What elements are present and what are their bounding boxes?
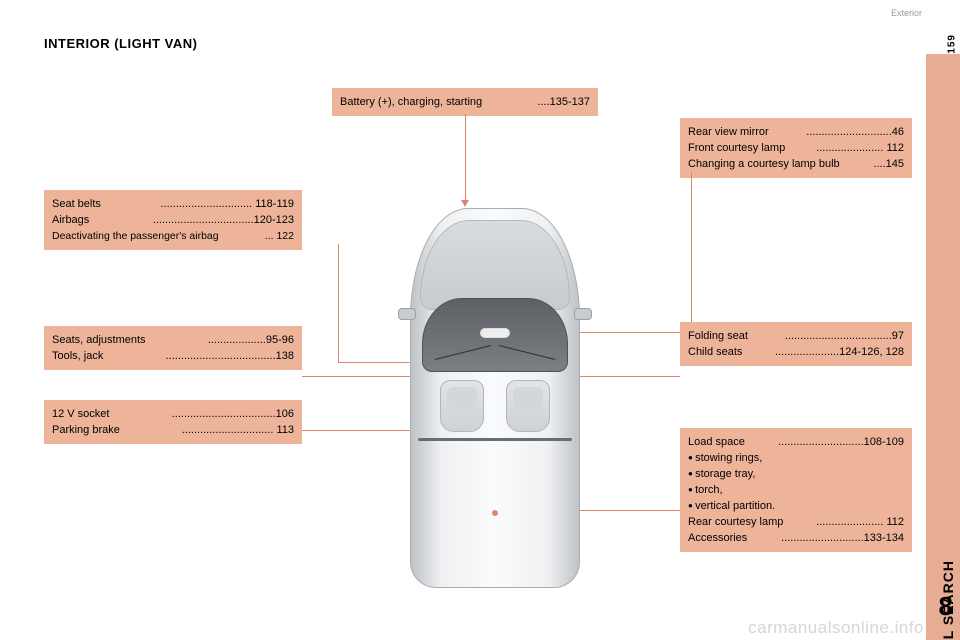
page-number-top: 159 bbox=[947, 34, 958, 54]
leader bbox=[691, 172, 692, 332]
callout-folding: Folding seat............................… bbox=[680, 322, 912, 366]
label: Tools, jack bbox=[52, 348, 103, 364]
label: Airbags bbox=[52, 212, 89, 228]
bullet: torch, bbox=[688, 482, 904, 498]
label: Seat belts bbox=[52, 196, 101, 212]
van-courtesy-lamp bbox=[480, 328, 510, 338]
van-hood bbox=[420, 220, 570, 310]
pages: ...................95-96 bbox=[208, 332, 294, 348]
label: Rear courtesy lamp bbox=[688, 514, 783, 530]
van-seat-passenger bbox=[506, 380, 550, 432]
label: Seats, adjustments bbox=[52, 332, 146, 348]
pages: ... 122 bbox=[265, 228, 294, 244]
callout-load: Load space ............................10… bbox=[680, 428, 912, 552]
callout-socket: 12 V socket.............................… bbox=[44, 400, 302, 444]
header-category: Exterior bbox=[891, 8, 922, 18]
label: Rear view mirror bbox=[688, 124, 769, 140]
van-cargo-marker bbox=[492, 510, 498, 516]
pages: ....................................138 bbox=[166, 348, 294, 364]
chapter-number: 8 bbox=[939, 591, 953, 622]
pages: ...................... 112 bbox=[816, 140, 904, 156]
pages: ............................108-109 bbox=[778, 434, 904, 450]
label: Front courtesy lamp bbox=[688, 140, 785, 156]
van-mirror-left bbox=[398, 308, 416, 320]
label: Load space bbox=[688, 434, 745, 450]
label: Battery (+), charging, starting bbox=[340, 94, 482, 110]
bullet: vertical partition. bbox=[688, 498, 904, 514]
label: Accessories bbox=[688, 530, 747, 546]
bullet: storage tray, bbox=[688, 466, 904, 482]
watermark: carmanualsonline.info bbox=[748, 618, 924, 638]
callout-battery: Battery (+), charging, starting ....135-1… bbox=[332, 88, 598, 116]
pages: .............................. 118-119 bbox=[161, 196, 294, 212]
pages: ...........................133-134 bbox=[781, 530, 904, 546]
callout-mirror: Rear view mirror........................… bbox=[680, 118, 912, 178]
label: Folding seat bbox=[688, 328, 748, 344]
van-partition bbox=[418, 438, 572, 441]
pages: .....................124-126, 128 bbox=[775, 344, 904, 360]
pages: ............................46 bbox=[806, 124, 904, 140]
page-title: INTERIOR (LIGHT VAN) bbox=[44, 36, 197, 51]
van-mirror-right bbox=[574, 308, 592, 320]
pages: .............................. 113 bbox=[182, 422, 294, 438]
label: Deactivating the passenger's airbag bbox=[52, 228, 219, 244]
label: Parking brake bbox=[52, 422, 120, 438]
van-illustration bbox=[400, 180, 590, 600]
pages: ...................... 112 bbox=[816, 514, 904, 530]
label: 12 V socket bbox=[52, 406, 109, 422]
pages: .................................120-123 bbox=[153, 212, 294, 228]
pages: ...................................97 bbox=[785, 328, 904, 344]
manual-page: Exterior 159 INTERIOR (LIGHT VAN) INTERI… bbox=[0, 0, 960, 640]
pages: ..................................106 bbox=[172, 406, 294, 422]
label: Child seats bbox=[688, 344, 742, 360]
pages: ....135-137 bbox=[537, 94, 590, 110]
bullet: stowing rings, bbox=[688, 450, 904, 466]
leader bbox=[338, 244, 339, 362]
callout-seatbelts: Seat belts..............................… bbox=[44, 190, 302, 250]
chapter-sidebar bbox=[926, 54, 960, 640]
label: Changing a courtesy lamp bulb bbox=[688, 156, 840, 172]
van-seat-driver bbox=[440, 380, 484, 432]
pages: ....145 bbox=[873, 156, 904, 172]
callout-seats: Seats, adjustments ...................95-… bbox=[44, 326, 302, 370]
